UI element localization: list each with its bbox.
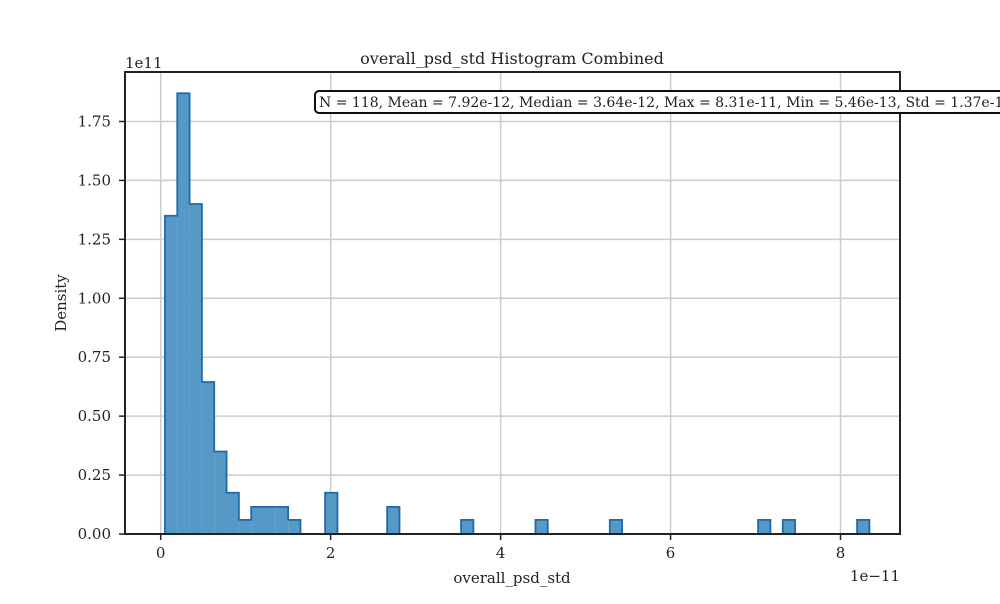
histogram-bar-3 — [201, 381, 215, 534]
y-tick-label: 0.75 — [78, 348, 111, 366]
histogram-bar-0 — [164, 215, 178, 535]
histogram-bar-16 — [758, 519, 771, 534]
ticks: 0 2 4 6 8 0.00 0.25 0.50 0.75 1.00 1.25 1.50 1.75 — [78, 113, 846, 563]
y-tick-label: 0.50 — [78, 407, 111, 425]
y-tick-label: 0.00 — [78, 525, 111, 543]
y-tick-label: 1.75 — [78, 113, 111, 131]
histogram-bar-14 — [535, 519, 548, 534]
histogram-bar-9 — [275, 506, 289, 534]
histogram-bar-6 — [238, 519, 252, 534]
histogram-bar-4 — [214, 451, 227, 534]
histogram-bar-7 — [251, 506, 264, 534]
x-tick-label: 4 — [496, 544, 506, 562]
x-tick-label: 2 — [326, 544, 336, 562]
stats-annotation-box — [314, 90, 1000, 114]
stats-annotation-text: N = 118, Mean = 7.92e-12, Median = 3.64e… — [319, 95, 1000, 111]
y-tick-label: 0.25 — [78, 466, 111, 484]
y-axis-scale-label: 1e11 — [125, 54, 163, 72]
histogram-bar-10 — [288, 519, 301, 534]
x-axis-scale-label: 1e−11 — [850, 567, 900, 585]
y-tick-label: 1.50 — [78, 171, 111, 189]
y-axis-label: Density — [52, 274, 70, 332]
histogram-bar-12 — [387, 506, 400, 534]
histogram-bar-11 — [325, 492, 338, 534]
axes-frame — [124, 71, 901, 535]
histogram-bar-13 — [461, 519, 474, 534]
x-tick-label: 0 — [156, 544, 166, 562]
histogram-bar-18 — [857, 519, 870, 534]
y-tick-label: 1.00 — [78, 289, 111, 307]
histogram-bar-17 — [782, 519, 796, 534]
histogram-bar-1 — [177, 93, 190, 534]
histogram-bar-8 — [263, 506, 276, 534]
histogram-bar-5 — [226, 492, 239, 534]
y-tick-label: 1.25 — [78, 230, 111, 248]
bars — [164, 92, 871, 535]
x-tick-label: 8 — [836, 544, 846, 562]
histogram-bar-15 — [609, 519, 623, 534]
x-axis-label: overall_psd_std — [453, 569, 571, 587]
stats-annotation: N = 118, Mean = 7.92e-12, Median = 3.64e… — [314, 90, 1000, 114]
grid — [125, 72, 900, 535]
histogram-bar-2 — [189, 204, 202, 534]
chart-title: overall_psd_std Histogram Combined — [360, 49, 664, 68]
x-tick-label: 6 — [666, 544, 676, 562]
histogram-outline — [164, 92, 871, 534]
